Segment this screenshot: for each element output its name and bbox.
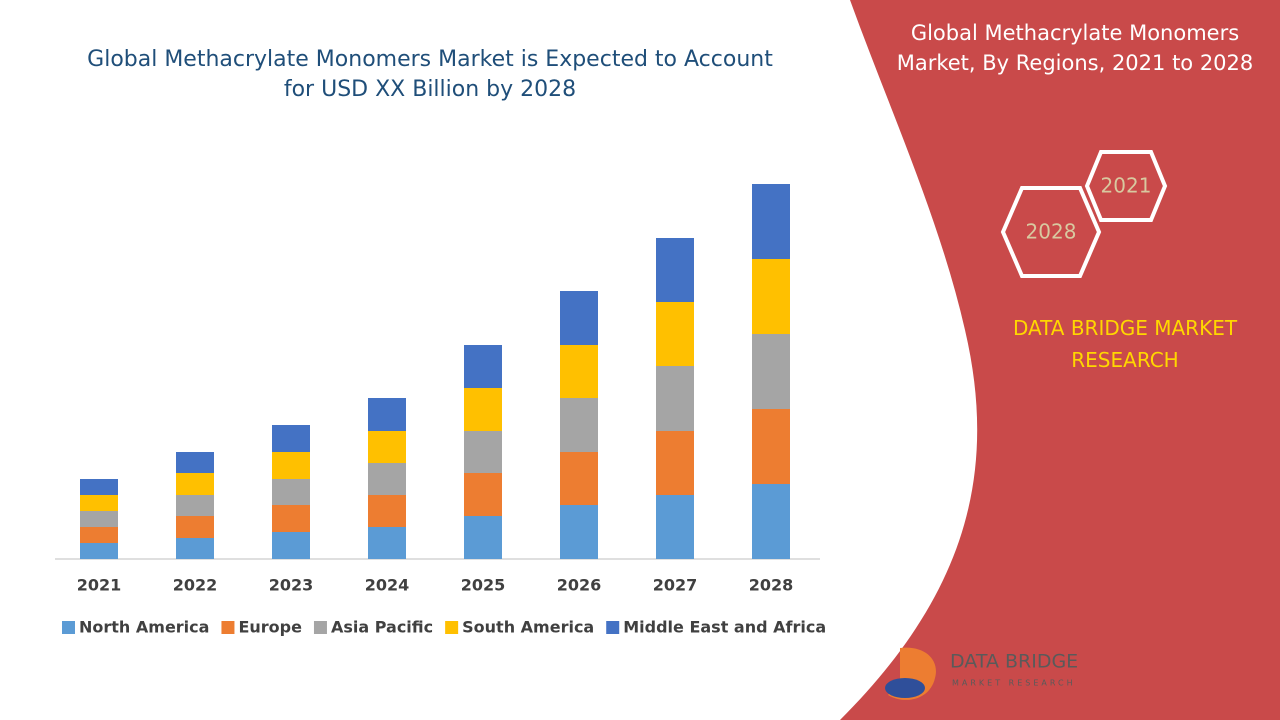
bar-segment: [176, 452, 214, 473]
bar-segment: [752, 259, 790, 334]
bar-segment: [560, 398, 598, 452]
bar-segment: [80, 479, 118, 495]
bar-segment: [272, 479, 310, 505]
bar-segment: [176, 473, 214, 495]
legend-swatch: [313, 621, 327, 634]
x-tick-label: 2026: [557, 576, 602, 595]
bar-segment: [368, 463, 406, 495]
hexagon: [1000, 186, 1102, 278]
bar-segment: [272, 452, 310, 479]
bar-segment: [464, 431, 502, 473]
bar-segment: [272, 425, 310, 452]
hexagon-label: 2028: [1026, 220, 1077, 244]
hexagon: [1084, 150, 1168, 222]
x-tick-label: 2022: [173, 576, 218, 595]
bar-segment: [656, 302, 694, 366]
hexagon-label: 2021: [1101, 174, 1152, 198]
bar-segment: [656, 431, 694, 495]
bar-segment: [368, 527, 406, 559]
logo-name: DATA BRIDGE: [950, 651, 1078, 673]
bar-segment: [464, 516, 502, 559]
bar-segment: [80, 527, 118, 543]
legend-label: North America: [79, 618, 209, 637]
bar-segment: [272, 505, 310, 532]
bar-segment: [464, 388, 502, 431]
bar-segment: [752, 334, 790, 409]
bar-segment: [368, 495, 406, 527]
bar-segment: [656, 495, 694, 559]
bar-segment: [656, 366, 694, 431]
chart-title: Global Methacrylate Monomers Market is E…: [87, 47, 773, 102]
x-tick-label: 2027: [653, 576, 698, 595]
bar-segment: [176, 516, 214, 538]
bar-segment: [464, 345, 502, 388]
bar-segment: [368, 398, 406, 431]
side-panel-bg: [840, 0, 1280, 720]
bar-segment: [80, 511, 118, 527]
bar-segment: [80, 495, 118, 511]
side-title: Global Methacrylate Monomers Market, By …: [896, 21, 1254, 75]
x-tick-label: 2023: [269, 576, 314, 595]
bar-segment: [752, 484, 790, 559]
legend-swatch: [221, 621, 235, 634]
x-tick-label: 2024: [365, 576, 410, 595]
legend-swatch: [606, 621, 620, 634]
x-tick-label: 2021: [77, 576, 122, 595]
bar-segment: [176, 538, 214, 559]
x-tick-label: 2028: [749, 576, 794, 595]
logo-tagline: MARKET RESEARCH: [952, 679, 1076, 688]
bar-segment: [368, 431, 406, 463]
logo-icon: [885, 678, 925, 698]
bar-segment: [464, 473, 502, 516]
bar-segment: [176, 495, 214, 516]
legend-label: Middle East and Africa: [623, 618, 826, 637]
bar-segment: [80, 543, 118, 559]
legend-label: Asia Pacific: [331, 618, 433, 637]
bar-segment: [560, 505, 598, 559]
x-tick-label: 2025: [461, 576, 506, 595]
legend-label: South America: [462, 618, 594, 637]
bar-segment: [560, 291, 598, 345]
legend-swatch: [62, 621, 75, 634]
bar-segment: [560, 345, 598, 398]
bar-segment: [752, 184, 790, 259]
legend-swatch: [445, 621, 459, 634]
legend-label: Europe: [238, 618, 302, 637]
bar-segment: [752, 409, 790, 484]
bar-segment: [560, 452, 598, 505]
brand: DATA BRIDGE MARKET RESEARCH: [1012, 316, 1238, 372]
bar-segment: [656, 238, 694, 302]
bar-segment: [272, 532, 310, 559]
